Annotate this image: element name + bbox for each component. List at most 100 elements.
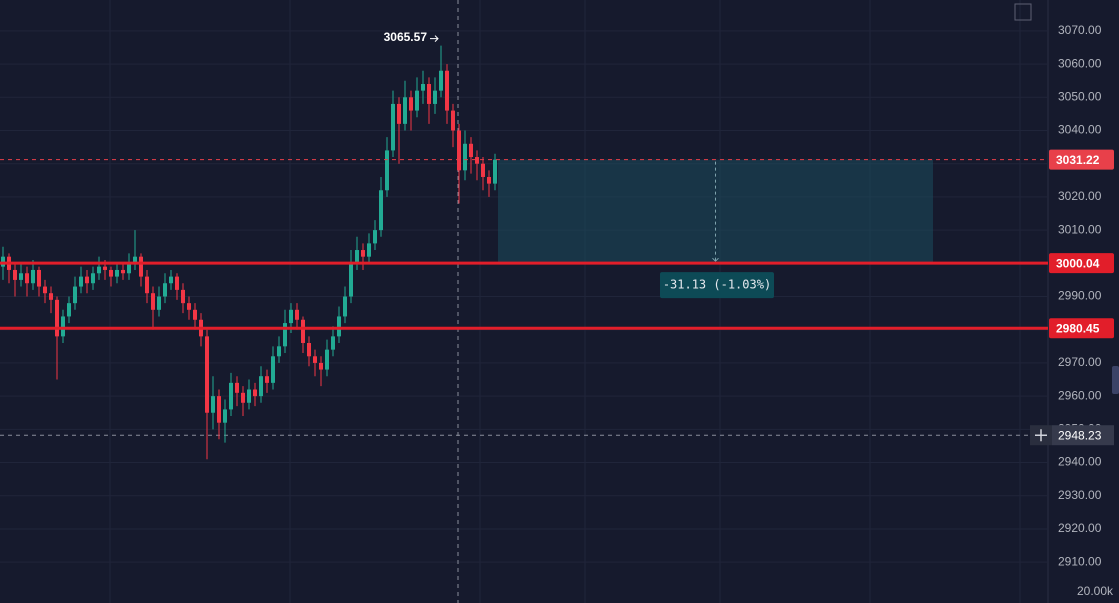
candle-body bbox=[85, 276, 89, 284]
candle-body bbox=[103, 266, 107, 270]
high-annotation: 3065.57 bbox=[384, 30, 428, 44]
y-tick-label: 2930.00 bbox=[1058, 488, 1102, 502]
candle-body bbox=[247, 389, 251, 403]
candle-body bbox=[175, 276, 179, 290]
candle-body bbox=[67, 303, 71, 317]
candle-body bbox=[391, 103, 395, 151]
crosshair-label: 2948.23 bbox=[1058, 428, 1102, 442]
y-tick-label: 2910.00 bbox=[1058, 554, 1102, 568]
candle-body bbox=[127, 263, 131, 274]
candle-body bbox=[229, 382, 233, 410]
candle-body bbox=[31, 269, 35, 284]
candle-body bbox=[313, 356, 317, 363]
candle-body bbox=[211, 396, 215, 413]
candle-body bbox=[163, 283, 167, 297]
candle-body bbox=[451, 110, 455, 131]
candle-body bbox=[19, 273, 23, 280]
candle-body bbox=[403, 97, 407, 124]
candle-body bbox=[55, 299, 59, 337]
candle-body bbox=[421, 84, 425, 91]
candle-body bbox=[115, 269, 119, 277]
candle-body bbox=[457, 130, 461, 171]
y-tick-label: 2920.00 bbox=[1058, 521, 1102, 535]
candle-body bbox=[355, 250, 359, 264]
price-label: 2980.45 bbox=[1056, 321, 1100, 335]
price-label-box bbox=[1049, 318, 1114, 339]
candle-body bbox=[169, 276, 173, 284]
candle-body bbox=[433, 90, 437, 104]
candle-body bbox=[43, 286, 47, 294]
candle-body bbox=[253, 389, 257, 397]
price-label-box bbox=[1049, 149, 1114, 170]
candle-body bbox=[13, 269, 17, 280]
candle-body bbox=[475, 157, 479, 164]
candle-body bbox=[361, 250, 365, 257]
candle-body bbox=[373, 230, 377, 244]
candle-body bbox=[193, 309, 197, 320]
candle-body bbox=[409, 97, 413, 111]
y-tick-label: 2990.00 bbox=[1058, 289, 1102, 303]
candle-body bbox=[235, 382, 239, 393]
candle-body bbox=[241, 392, 245, 403]
candle-body bbox=[385, 150, 389, 191]
candle-body bbox=[337, 316, 341, 337]
candle-body bbox=[295, 309, 299, 320]
side-tab[interactable] bbox=[1112, 366, 1119, 394]
candle-body bbox=[481, 163, 485, 177]
candle-body bbox=[439, 70, 443, 91]
candle-body bbox=[427, 84, 431, 104]
candle-body bbox=[259, 376, 263, 397]
candle-body bbox=[463, 143, 467, 171]
candle-body bbox=[283, 323, 287, 347]
price-axis-panel bbox=[1048, 0, 1119, 603]
candle-body bbox=[271, 356, 275, 383]
candle-body bbox=[379, 190, 383, 231]
candle-body bbox=[181, 289, 185, 304]
measure-arrow-head bbox=[712, 257, 719, 262]
candles bbox=[1, 45, 497, 460]
candle-body bbox=[445, 70, 449, 111]
candle-body bbox=[187, 303, 191, 310]
y-tick-label: 3010.00 bbox=[1058, 222, 1102, 236]
candle-body bbox=[469, 143, 473, 158]
candle-body bbox=[91, 273, 95, 284]
candle-body bbox=[61, 316, 65, 337]
candle-body bbox=[121, 269, 125, 274]
measure-label-box bbox=[660, 272, 774, 299]
y-tick-label: 3070.00 bbox=[1058, 23, 1102, 37]
candle-body bbox=[493, 159, 497, 184]
candle-body bbox=[157, 296, 161, 310]
candle-body bbox=[1, 256, 5, 267]
y-tick-label: 2970.00 bbox=[1058, 355, 1102, 369]
price-label: 3031.22 bbox=[1056, 153, 1100, 167]
price-label: 3000.04 bbox=[1056, 256, 1100, 270]
price-label-box bbox=[1049, 253, 1114, 274]
high-arrow bbox=[430, 35, 439, 42]
candle-body bbox=[367, 243, 371, 257]
y-tick-label: 2940.00 bbox=[1058, 455, 1102, 469]
candle-body bbox=[49, 293, 53, 300]
fullscreen-button[interactable] bbox=[1014, 3, 1032, 21]
candle-body bbox=[79, 276, 83, 287]
candle-body bbox=[37, 269, 41, 287]
candle-body bbox=[325, 349, 329, 370]
candle-body bbox=[223, 409, 227, 423]
candle-body bbox=[397, 103, 401, 124]
candle-body bbox=[343, 296, 347, 317]
candle-body bbox=[133, 256, 137, 264]
candle-body bbox=[97, 266, 101, 274]
candle-body bbox=[307, 343, 311, 357]
y-tick-label: 3020.00 bbox=[1058, 189, 1102, 203]
candle-body bbox=[301, 319, 305, 344]
crosshair-label-box bbox=[1052, 425, 1114, 446]
candle-body bbox=[289, 309, 293, 324]
y-tick-label: 2960.00 bbox=[1058, 388, 1102, 402]
vertical-grid bbox=[109, 0, 1021, 603]
measure-label: -31.13 (-1.03%) bbox=[663, 278, 771, 292]
candle-body bbox=[217, 396, 221, 423]
candle-body bbox=[277, 346, 281, 357]
y-tick-label: 3060.00 bbox=[1058, 56, 1102, 70]
